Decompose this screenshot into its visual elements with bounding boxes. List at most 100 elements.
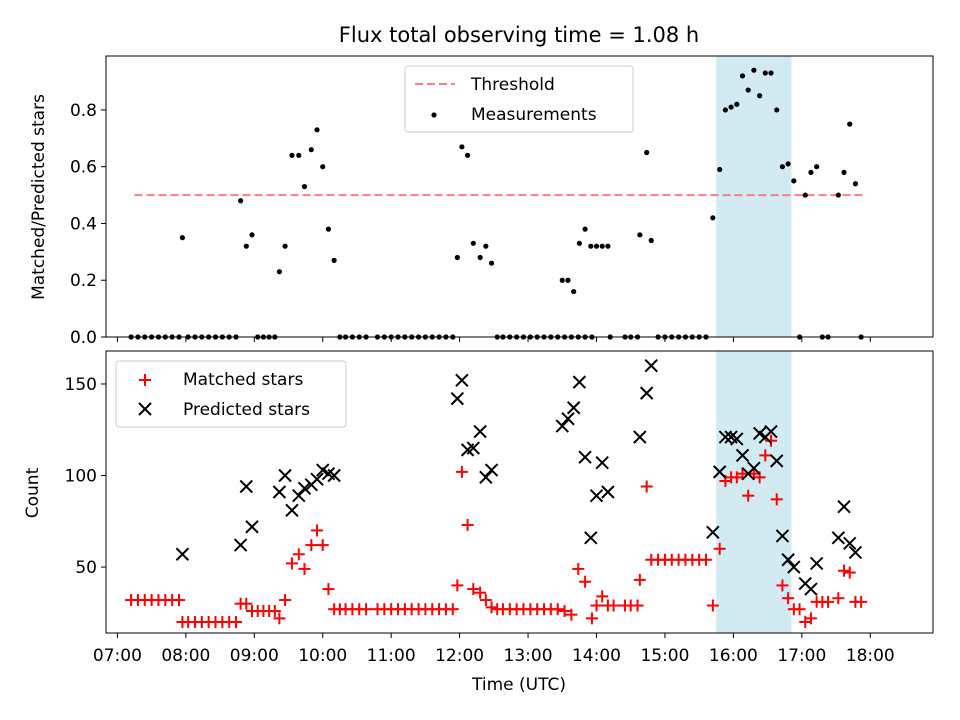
measurement-point	[576, 240, 582, 246]
predicted-x-b	[730, 432, 744, 446]
measurement-point	[852, 181, 859, 187]
measurement-point	[320, 164, 326, 170]
x-tick-label: 12:00	[435, 646, 484, 666]
matched-star-point	[572, 562, 585, 575]
measurement-point	[488, 260, 495, 266]
matched-star-point	[479, 594, 492, 607]
matched-star-point	[360, 603, 373, 616]
measurement-point	[296, 152, 302, 158]
measurement-point	[717, 166, 723, 173]
predicted-x-b	[561, 412, 575, 426]
predicted-star-point	[764, 424, 778, 439]
measurement-point	[710, 215, 716, 221]
predicted-star-point	[601, 485, 615, 499]
predicted-x-b	[804, 582, 818, 596]
measurement-point	[835, 192, 841, 198]
y-tick-label: 50	[75, 558, 97, 578]
matched-star-point	[240, 597, 253, 610]
measurement-point	[238, 198, 244, 204]
predicted-x-b	[775, 529, 790, 543]
y-tick-label: 0.2	[70, 271, 97, 291]
top-y-ticks: 0.0 0.2 0.4 0.6 0.8	[70, 101, 106, 348]
bottom-x-ticks: 07:00 08:00 09:00 10:00 11:00 12:00 13:00 14:00…	[93, 633, 895, 666]
matched-star-point	[451, 579, 464, 592]
measurement-point	[565, 277, 571, 283]
legend-measurements-swatch	[431, 112, 437, 118]
measurement-point	[728, 104, 734, 110]
measurement-point	[774, 107, 780, 113]
predicted-star-point	[706, 525, 720, 539]
legend-matched-swatch	[139, 374, 151, 386]
predicted-star-point	[310, 472, 324, 486]
predicted-star-point	[595, 455, 609, 470]
predicted-star-point	[578, 450, 592, 464]
matched-star-point	[474, 586, 487, 599]
top-highlight-band	[716, 56, 792, 337]
legend-measurements-label: Measurements	[471, 105, 597, 125]
predicted-x-b	[584, 531, 598, 545]
matched-star-point	[770, 493, 783, 506]
x-tick-label: 18:00	[846, 646, 895, 666]
predicted-x-b	[455, 373, 469, 388]
matched-star-point	[804, 612, 817, 625]
predicted-star-point	[292, 488, 306, 503]
matched-star-point	[765, 434, 778, 447]
predicted-x-b	[752, 426, 767, 441]
predicted-star-point	[747, 461, 761, 475]
bottom-legend: Matched stars Predicted stars	[115, 360, 347, 428]
predicted-x-b	[310, 472, 324, 486]
matched-star-point	[273, 612, 286, 625]
matched-star-point	[596, 590, 609, 603]
measurement-point	[791, 178, 797, 184]
predicted-x-b	[639, 386, 654, 400]
measurement-point	[314, 127, 320, 133]
measurement-point	[249, 232, 255, 238]
matched-star-point	[736, 467, 749, 480]
predicted-x-b	[848, 545, 863, 560]
predicted-star-point	[775, 529, 790, 543]
measurement-point	[454, 254, 460, 261]
predicted-x-b	[566, 401, 581, 415]
predicted-star-point	[809, 556, 824, 571]
matched-star-point	[742, 489, 755, 502]
top-panel: 0.00.20.40.60.8 Matched/Predicted stars …	[29, 55, 934, 348]
measurement-point	[648, 237, 654, 244]
y-tick-label: 100	[65, 467, 97, 487]
predicted-star-point	[297, 481, 312, 496]
legend-matched-label: Matched stars	[183, 370, 303, 390]
matched-star-point	[558, 605, 571, 618]
predicted-x-b	[747, 461, 761, 475]
predicted-x-b	[473, 424, 487, 439]
predicted-x-b	[595, 455, 609, 470]
predicted-x-b	[321, 466, 336, 481]
predicted-star-point	[804, 582, 818, 596]
matched-star-point	[843, 566, 856, 579]
top-x-ticks	[116, 337, 871, 342]
predicted-star-point	[555, 419, 569, 433]
x-axis-label: Time (UTC)	[471, 675, 566, 695]
legend-predicted-swatch	[138, 402, 152, 416]
predicted-star-point	[466, 441, 481, 455]
matched-star-point	[607, 599, 620, 612]
bottom-highlight-band	[716, 351, 792, 633]
matched-star-point	[551, 603, 564, 616]
predicted-x-b	[735, 448, 750, 463]
x-tick-label: 08:00	[161, 646, 210, 666]
predicted-star-point	[239, 479, 254, 494]
predicted-star-point	[843, 536, 857, 550]
predicted-x-b	[555, 419, 569, 433]
matched-star-point	[832, 592, 845, 605]
predicted-x-b	[718, 430, 733, 444]
measurement-point	[331, 257, 337, 263]
bottom-y-axis-label: Count	[23, 467, 43, 518]
measurement-point	[757, 93, 763, 99]
predicted-x-b	[837, 499, 851, 514]
measurement-point	[571, 288, 577, 295]
matched-star-point	[579, 575, 592, 588]
matched-star-point	[485, 601, 498, 614]
measurement-point	[582, 226, 588, 232]
x-tick-label: 15:00	[640, 646, 689, 666]
matched-star-point	[776, 579, 789, 592]
matched-star-point	[279, 594, 292, 607]
